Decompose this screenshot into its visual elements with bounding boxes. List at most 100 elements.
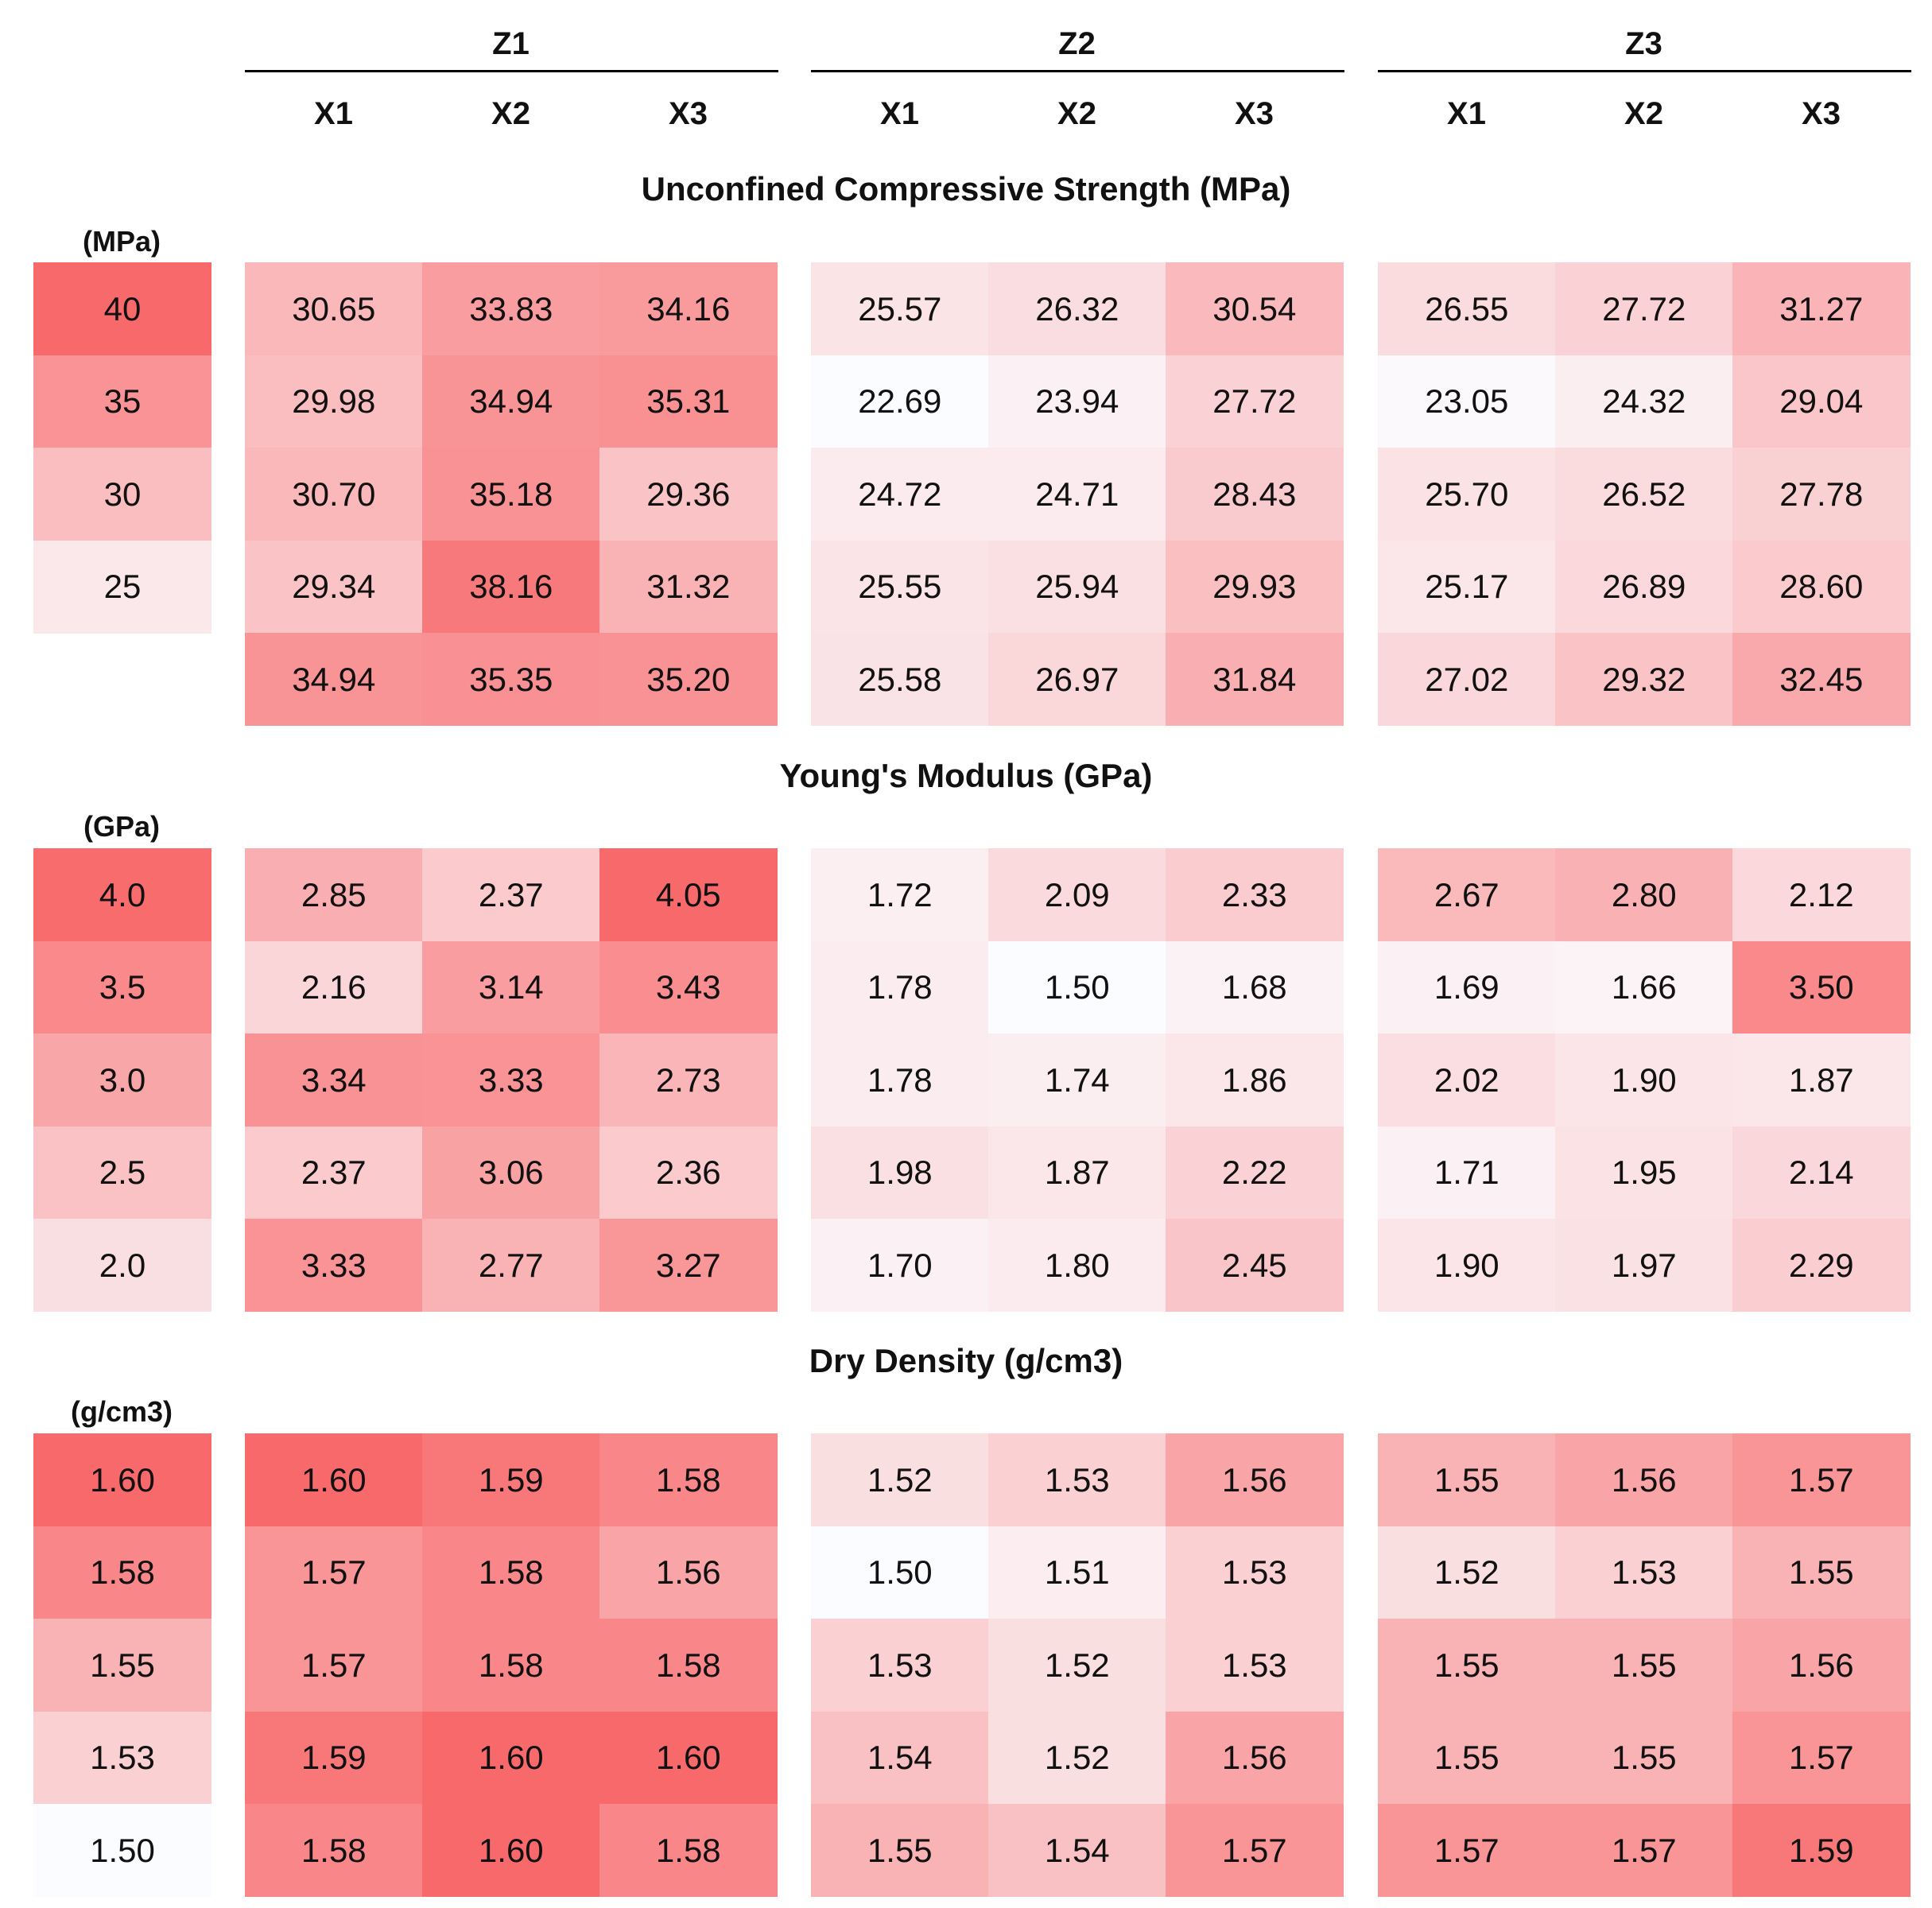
- heatmap-cell: 3.14: [422, 940, 600, 1034]
- group-rule-z3: [1378, 70, 1911, 72]
- column-header-z1-x3: X3: [669, 96, 708, 131]
- heatmap-cell: 1.74: [988, 1034, 1166, 1127]
- column-header-z2-x3: X3: [1235, 96, 1274, 131]
- legend-swatch: 1.53: [33, 1711, 211, 1805]
- heatmap-cell: 35.35: [422, 633, 600, 727]
- heatmap-cell: 29.98: [245, 355, 423, 448]
- heatmap-cell: 1.56: [1166, 1433, 1344, 1527]
- heatmap-cell: 1.55: [1555, 1711, 1733, 1805]
- heatmap-cell: 34.16: [599, 262, 778, 356]
- heatmap-cell: 2.22: [1166, 1126, 1344, 1220]
- heatmap-cell: 1.55: [1555, 1619, 1733, 1712]
- heatmap-cell: 1.56: [1166, 1711, 1344, 1805]
- legend-swatch: 35: [33, 355, 211, 448]
- heatmap-cell: 1.58: [599, 1804, 778, 1898]
- heatmap-cell: 28.60: [1732, 540, 1911, 634]
- heatmap-cell: 1.50: [811, 1526, 989, 1619]
- heatmap-cell: 1.58: [599, 1619, 778, 1712]
- column-header-z3-x2: X2: [1624, 96, 1663, 131]
- heatmap-cell: 1.53: [1555, 1526, 1733, 1619]
- heatmap-cell: 29.93: [1166, 540, 1344, 634]
- heatmap-cell: 1.59: [1732, 1804, 1911, 1898]
- heatmap-cell: 1.60: [422, 1804, 600, 1898]
- heatmap-cell: 1.72: [811, 848, 989, 942]
- heatmap-cell: 1.66: [1555, 940, 1733, 1034]
- heatmap-cell: 24.32: [1555, 355, 1733, 448]
- group-header-z2: Z2: [1058, 26, 1096, 61]
- heatmap-cell: 1.59: [422, 1433, 600, 1527]
- column-header-z3-x1: X1: [1447, 96, 1486, 131]
- heatmap-cell: 30.65: [245, 262, 423, 356]
- heatmap-cell: 1.54: [811, 1711, 989, 1805]
- heatmap-cell: 3.06: [422, 1126, 600, 1220]
- legend-swatch: 2.0: [33, 1219, 211, 1313]
- heatmap-cell: 1.57: [1732, 1433, 1911, 1527]
- heatmap-cell: 1.97: [1555, 1219, 1733, 1313]
- heatmap-cell: 25.57: [811, 262, 989, 356]
- heatmap-cell: 2.80: [1555, 848, 1733, 942]
- heatmap-cell: 3.33: [422, 1034, 600, 1127]
- heatmap-cell: 1.55: [1378, 1619, 1556, 1712]
- group-rule-z1: [245, 70, 778, 72]
- heatmap-cell: 30.54: [1166, 262, 1344, 356]
- legend-swatch: 1.55: [33, 1619, 211, 1712]
- heatmap-cell: 26.55: [1378, 262, 1556, 356]
- legend-swatch: 1.58: [33, 1526, 211, 1619]
- legend-unit-2: (g/cm3): [70, 1395, 173, 1428]
- heatmap-cell: 1.53: [1166, 1526, 1344, 1619]
- heatmap-cell: 33.83: [422, 262, 600, 356]
- heatmap-cell: 1.60: [245, 1433, 423, 1527]
- heatmap-cell: 1.51: [988, 1526, 1166, 1619]
- heatmap-cell: 1.53: [1166, 1619, 1344, 1712]
- heatmap-cell: 1.57: [1555, 1804, 1733, 1898]
- heatmap-cell: 27.02: [1378, 633, 1556, 727]
- heatmap-cell: 1.78: [811, 1034, 989, 1127]
- heatmap-cell: 34.94: [245, 633, 423, 727]
- heatmap-cell: 2.33: [1166, 848, 1344, 942]
- heatmap-cell: 29.36: [599, 448, 778, 541]
- column-header-z2-x1: X1: [880, 96, 919, 131]
- heatmap-cell: 1.70: [811, 1219, 989, 1313]
- legend-swatch: 25: [33, 540, 211, 634]
- heatmap-cell: 1.58: [245, 1804, 423, 1898]
- heatmap-cell: 29.04: [1732, 355, 1911, 448]
- heatmap-cell: 2.29: [1732, 1219, 1911, 1313]
- heatmap-cell: 1.86: [1166, 1034, 1344, 1127]
- heatmap-cell: 1.58: [422, 1526, 600, 1619]
- heatmap-cell: 25.94: [988, 540, 1166, 634]
- heatmap-cell: 35.18: [422, 448, 600, 541]
- heatmap-cell: 29.32: [1555, 633, 1733, 727]
- heatmap-cell: 29.34: [245, 540, 423, 634]
- heatmap-cell: 31.32: [599, 540, 778, 634]
- panel-title-2: Dry Density (g/cm3): [809, 1342, 1123, 1379]
- heatmap-cell: 1.78: [811, 940, 989, 1034]
- heatmap-cell: 32.45: [1732, 633, 1911, 727]
- heatmap-cell: 1.52: [988, 1619, 1166, 1712]
- heatmap-cell: 35.20: [599, 633, 778, 727]
- legend-swatch: 30: [33, 448, 211, 541]
- column-header-z2-x2: X2: [1057, 96, 1096, 131]
- heatmap-cell: 3.27: [599, 1219, 778, 1313]
- heatmap-cell: 27.78: [1732, 448, 1911, 541]
- heatmap-cell: 2.36: [599, 1126, 778, 1220]
- heatmap-cell: 2.37: [422, 848, 600, 942]
- heatmap-cell: 26.32: [988, 262, 1166, 356]
- heatmap-cell: 1.55: [811, 1804, 989, 1898]
- heatmap-cell: 4.05: [599, 848, 778, 942]
- heatmap-cell: 1.52: [1378, 1526, 1556, 1619]
- heatmap-cell: 26.89: [1555, 540, 1733, 634]
- heatmap-cell: 1.80: [988, 1219, 1166, 1313]
- heatmap-cell: 34.94: [422, 355, 600, 448]
- heatmap-cell: 1.56: [1555, 1433, 1733, 1527]
- heatmap-cell: 1.69: [1378, 940, 1556, 1034]
- heatmap-cell: 1.55: [1378, 1711, 1556, 1805]
- heatmap-cell: 1.87: [1732, 1034, 1911, 1127]
- heatmap-cell: 22.69: [811, 355, 989, 448]
- heatmap-cell: 3.50: [1732, 940, 1911, 1034]
- heatmap-cell: 3.34: [245, 1034, 423, 1127]
- heatmap-cell: 2.16: [245, 940, 423, 1034]
- heatmap-cell: 1.52: [811, 1433, 989, 1527]
- heatmap-cell: 1.50: [988, 940, 1166, 1034]
- heatmap-cell: 3.33: [245, 1219, 423, 1313]
